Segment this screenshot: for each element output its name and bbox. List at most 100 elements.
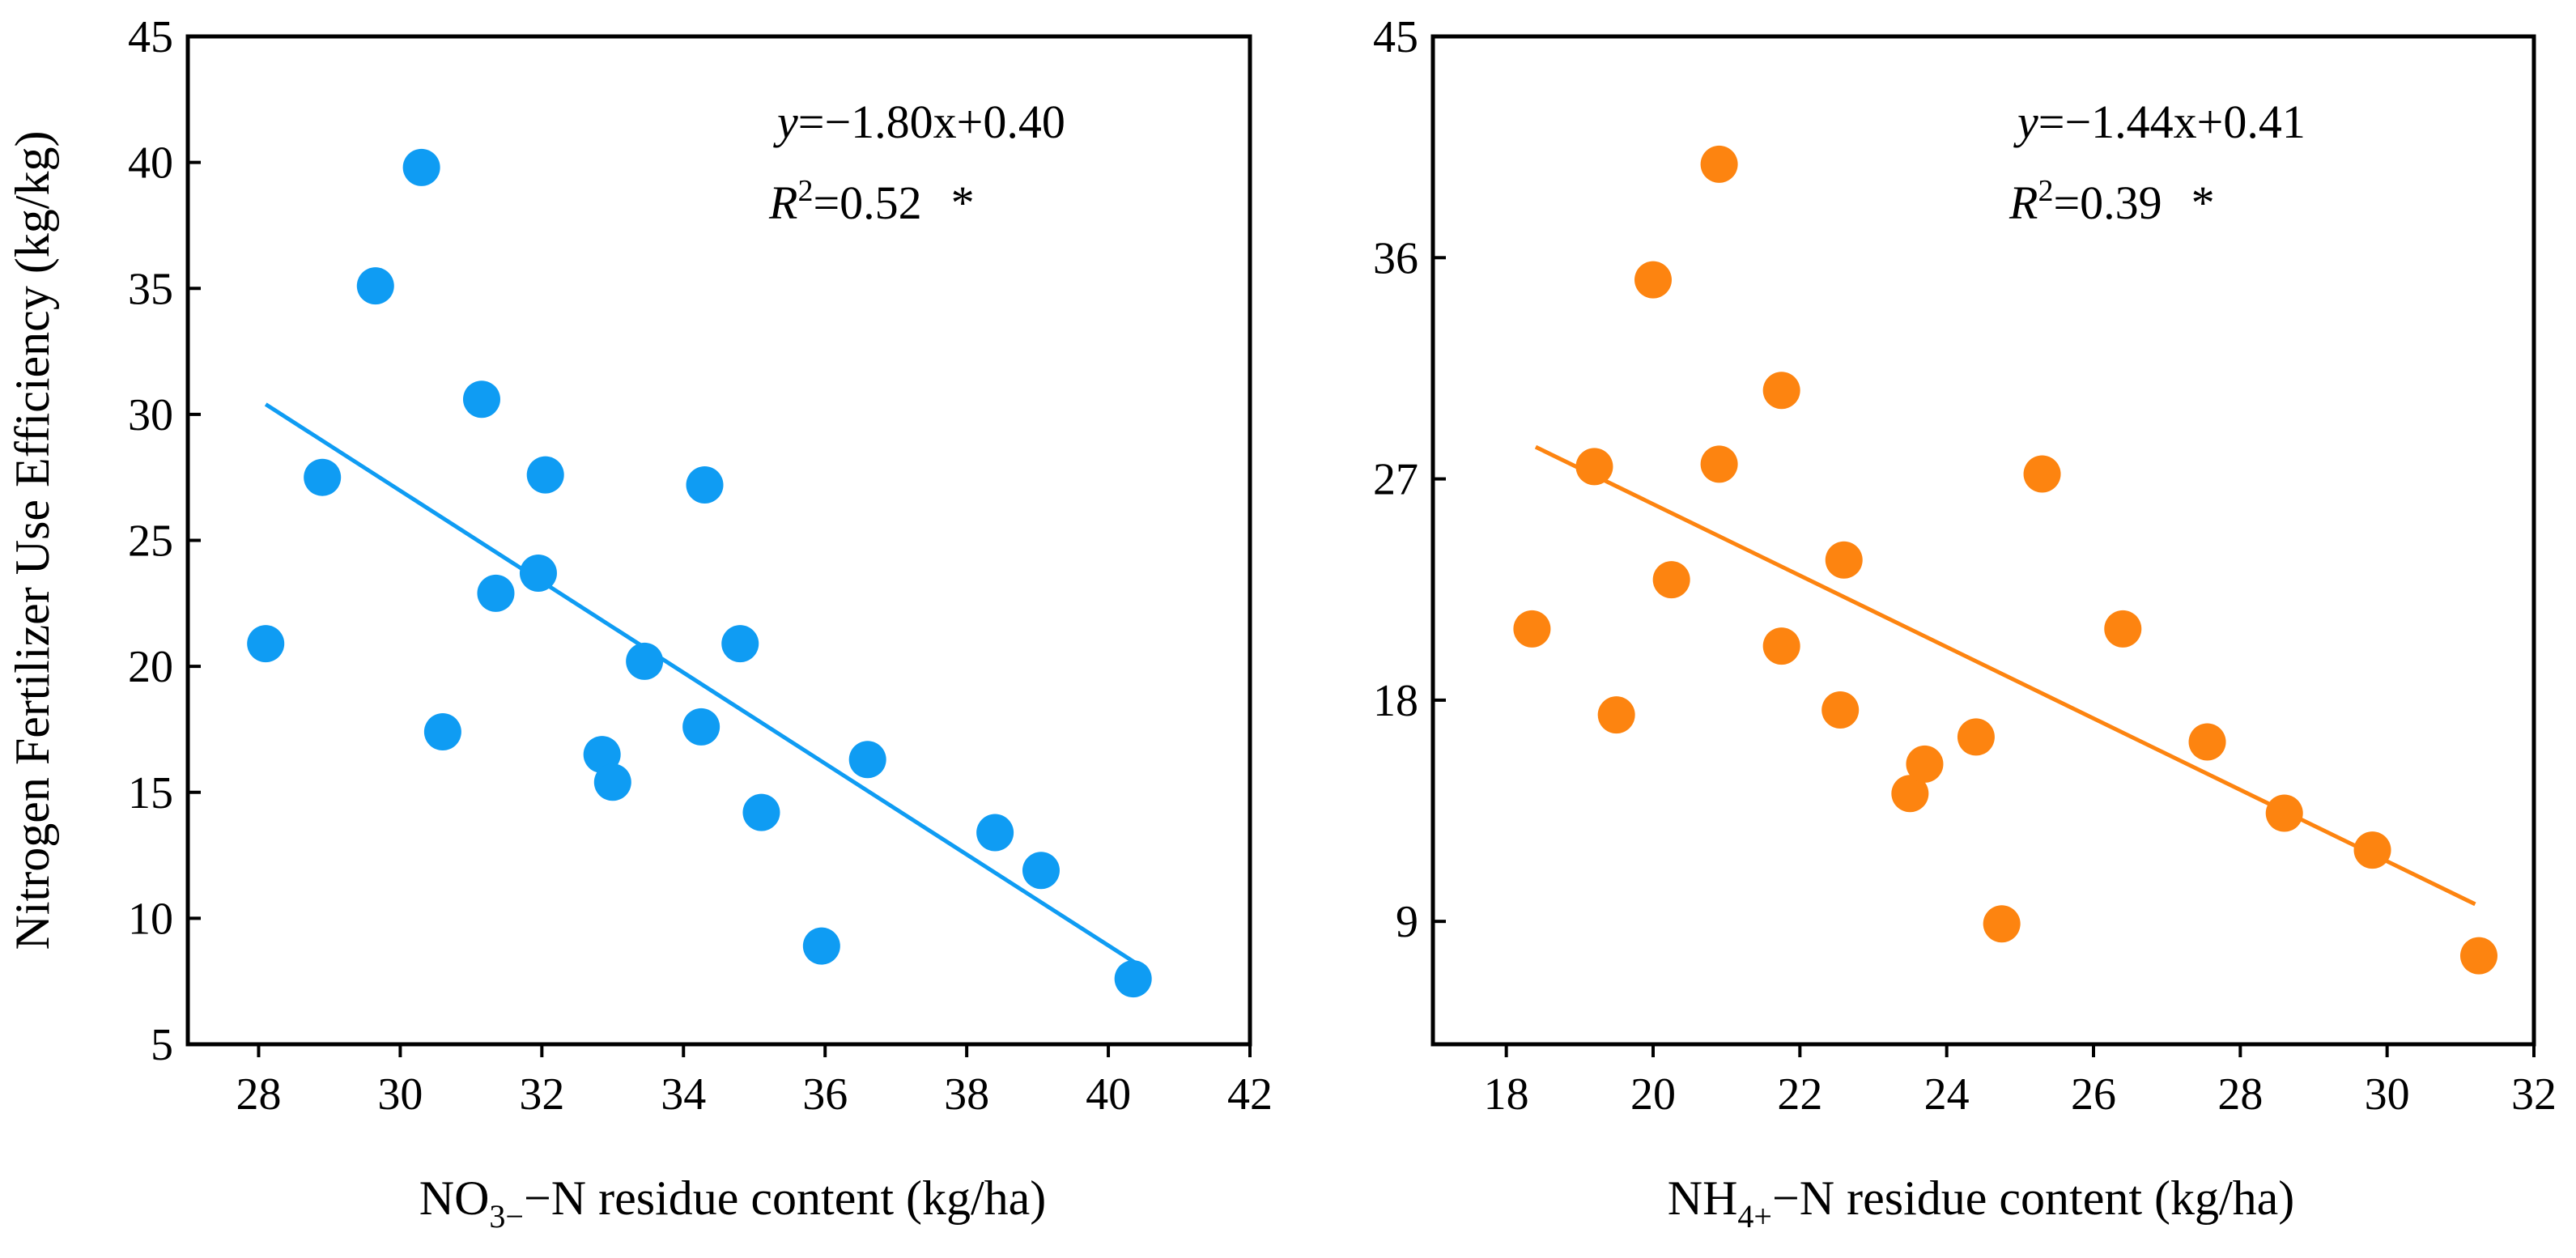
left-data-point	[423, 713, 461, 751]
right-trend-line	[1534, 444, 2476, 907]
equation-y-var: y	[773, 96, 798, 148]
right-x-tick-label: 28	[2217, 1069, 2263, 1120]
equation-rhs: =−1.44x+0.41	[2038, 96, 2306, 148]
left-y-tick-label: 35	[128, 264, 173, 314]
right-y-tick-label: 45	[1373, 12, 1418, 62]
left-regression-equation: y=−1.80x+0.40	[773, 96, 1065, 148]
left-x-tick-label: 36	[802, 1069, 848, 1120]
right-data-point	[1821, 691, 1860, 729]
right-data-point	[1906, 745, 1944, 783]
left-data-point	[802, 927, 840, 965]
right-data-point	[2188, 723, 2226, 761]
left-y-tick-label: 25	[128, 516, 173, 567]
left-data-point	[742, 793, 780, 831]
r2-label: R	[2009, 176, 2038, 229]
x-title-rest: −N residue content (kg/ha)	[1772, 1171, 2294, 1225]
left-x-tick-label: 30	[377, 1069, 423, 1120]
x-title-main: NO	[419, 1171, 490, 1225]
x-title-rest: −N residue content (kg/ha)	[524, 1171, 1046, 1225]
left-x-tick-label: 32	[519, 1069, 564, 1120]
left-data-point	[593, 763, 631, 801]
right-data-point	[1513, 610, 1551, 648]
left-data-point	[304, 458, 342, 496]
right-x-tick-label: 30	[2365, 1069, 2410, 1120]
left-data-point	[477, 574, 515, 612]
right-data-point	[1762, 627, 1800, 665]
right-data-point	[1825, 541, 1863, 579]
right-x-tick-label: 26	[2071, 1069, 2116, 1120]
left-y-tick-label: 45	[128, 12, 173, 62]
right-y-tick-label: 27	[1373, 455, 1418, 505]
left-data-point	[721, 625, 759, 663]
significance-marker: *	[2191, 176, 2215, 229]
right-data-point	[1634, 261, 1672, 299]
x-title-subscript: 4+	[1737, 1198, 1772, 1235]
r2-value: =0.52	[813, 176, 921, 229]
right-data-point	[2023, 455, 2061, 493]
left-data-point	[1114, 960, 1152, 998]
right-data-point	[1575, 448, 1613, 486]
left-y-tick-label: 10	[128, 894, 173, 944]
r2-value: =0.39	[2053, 176, 2162, 229]
right-plot-frame	[1430, 34, 2536, 1047]
x-title-subscript: 3−	[489, 1198, 524, 1235]
left-y-tick-label: 40	[128, 138, 173, 189]
left-data-point	[247, 625, 285, 663]
equation-y-var: y	[2013, 96, 2038, 148]
left-data-point	[462, 380, 500, 419]
right-data-point	[1983, 905, 2021, 943]
r2-label: R	[768, 176, 797, 229]
r2-superscript: 2	[2038, 174, 2053, 208]
right-y-tick-label: 36	[1373, 233, 1418, 283]
left-data-point	[402, 148, 440, 186]
right-data-point	[2104, 610, 2142, 648]
left-x-tick-label: 38	[944, 1069, 989, 1120]
left-y-tick-label: 15	[128, 768, 173, 818]
left-data-point	[356, 267, 394, 305]
left-x-tick-label: 28	[236, 1069, 281, 1120]
left-x-tick-label: 42	[1227, 1069, 1273, 1120]
right-data-point	[1957, 718, 1995, 756]
right-x-tick-label: 20	[1630, 1069, 1676, 1120]
right-x-tick-label: 18	[1484, 1069, 1529, 1120]
left-r-squared: R2=0.52 *	[768, 174, 975, 229]
left-x-axis-title: NO3−−N residue content (kg/ha)	[419, 1171, 1047, 1235]
right-data-point	[1762, 372, 1800, 410]
right-x-axis-title: NH4+−N residue content (kg/ha)	[1668, 1171, 2295, 1235]
right-data-point	[2265, 794, 2303, 832]
left-y-axis-title: Nitrogen Fertilizer Use Efficiency (kg/k…	[6, 131, 59, 950]
right-x-tick-label: 24	[1924, 1069, 1970, 1120]
right-data-point	[1597, 696, 1635, 734]
equation-rhs: =−1.80x+0.40	[798, 96, 1065, 148]
significance-marker: *	[951, 176, 975, 229]
left-data-point	[626, 642, 664, 680]
left-x-tick-label: 34	[661, 1069, 706, 1120]
right-data-point	[1700, 145, 1738, 183]
left-data-point	[848, 741, 886, 779]
left-data-point	[526, 456, 564, 494]
right-y-tick-label: 9	[1396, 897, 1418, 947]
left-trend-line	[264, 402, 1138, 966]
right-data-point	[2460, 937, 2497, 975]
right-x-tick-label: 32	[2511, 1069, 2557, 1120]
left-scatter-panel: 5 10 15 20 25 30 35 40 45 28 30 32 34 36 38 40 42 y=−1.80…	[6, 12, 1273, 1235]
right-data-point	[1700, 445, 1738, 483]
right-y-tick-label: 18	[1373, 676, 1418, 726]
r2-superscript: 2	[797, 174, 813, 208]
right-regression-equation: y=−1.44x+0.41	[2013, 96, 2306, 148]
right-r-squared: R2=0.39 *	[2009, 174, 2215, 229]
right-data-point	[1652, 561, 1690, 599]
left-data-point	[519, 554, 557, 592]
left-data-point	[686, 466, 724, 504]
left-y-tick-label: 30	[128, 390, 173, 440]
x-title-main: NH	[1668, 1171, 1738, 1225]
right-data-point	[1891, 775, 1929, 813]
left-y-tick-label: 5	[151, 1020, 173, 1070]
right-x-tick-label: 22	[1777, 1069, 1822, 1120]
left-x-tick-label: 40	[1086, 1069, 1131, 1120]
left-data-point	[976, 814, 1014, 852]
left-data-point	[682, 708, 721, 746]
left-y-tick-label: 20	[128, 642, 173, 692]
